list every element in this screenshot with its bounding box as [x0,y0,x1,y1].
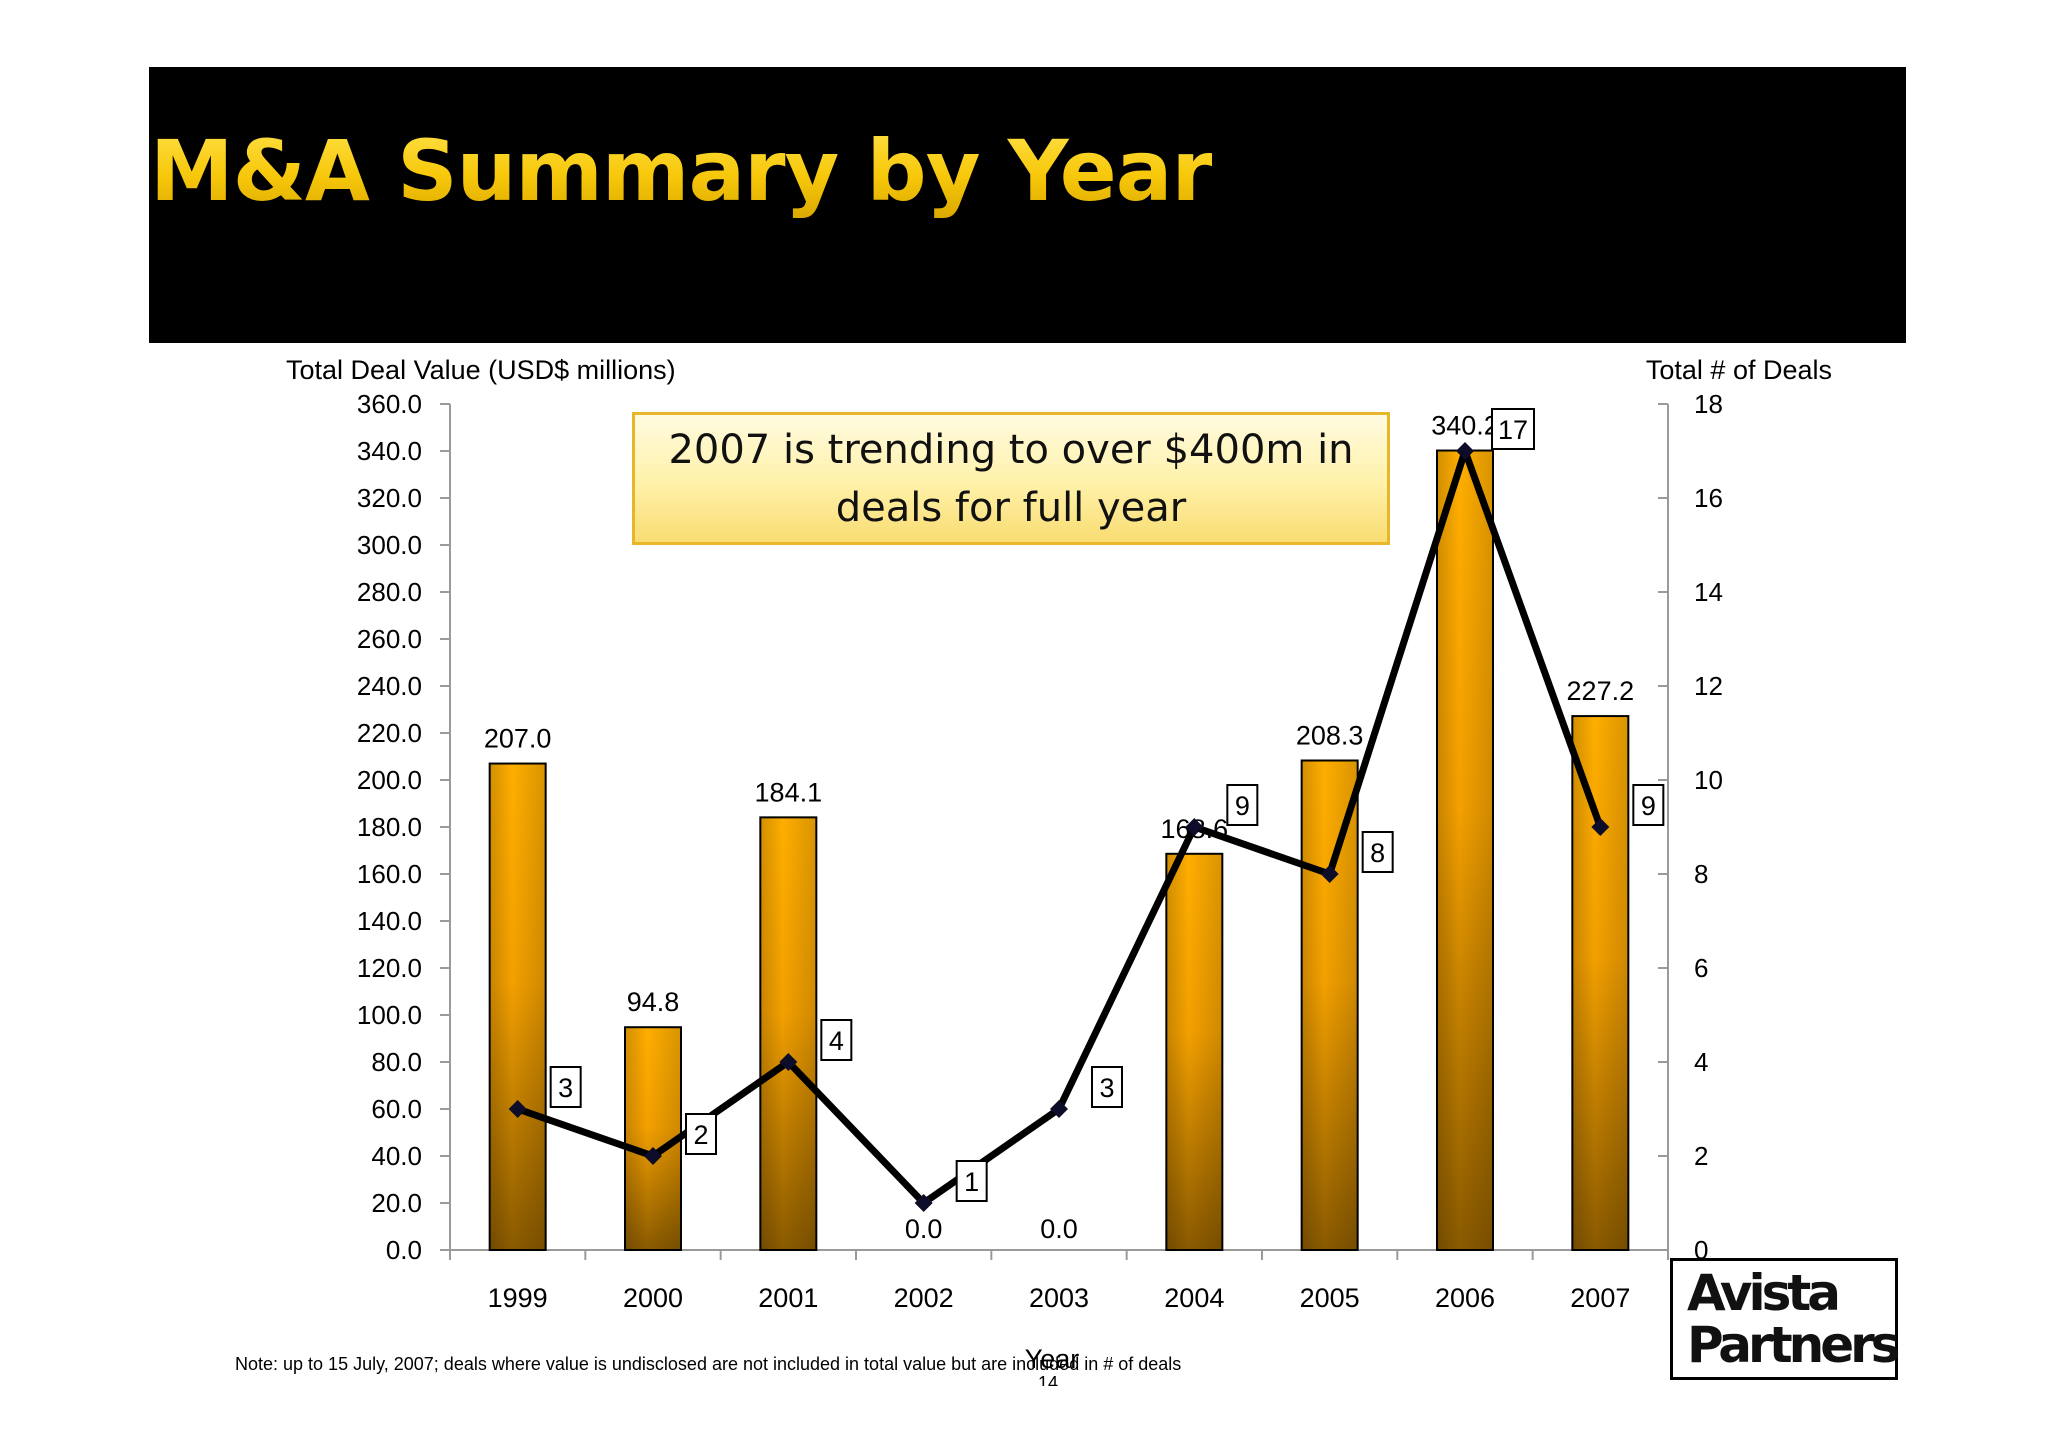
y-left-tick-label: 20.0 [371,1188,422,1218]
y-left-tick-label: 0.0 [386,1235,422,1265]
x-tick-label: 2002 [894,1283,954,1313]
callout-box: 2007 is trending to over $400m in deals … [632,412,1390,545]
y-left-tick-label: 300.0 [357,530,422,560]
x-tick-label: 2004 [1164,1283,1224,1313]
y-left-tick-label: 100.0 [357,1000,422,1030]
deals-label-box [955,1160,988,1202]
avista-partners-logo: Avista Partners [1670,1258,1901,1380]
deals-count-label: 8 [1370,838,1385,868]
y-right-tick-label: 4 [1694,1047,1708,1077]
bar-value-label: 94.8 [627,987,680,1017]
bar-value-label: 184.1 [755,777,823,807]
page-number: 14 [1038,1374,1059,1386]
deals-marker [508,1100,527,1118]
bar-value-label: 0.0 [905,1214,943,1244]
y-left-tick-label: 320.0 [357,483,422,513]
y-right-tick-label: 2 [1694,1141,1708,1171]
deals-label-box [1632,784,1665,826]
bar-shading [760,817,817,1250]
logo-line-1: Avista [1687,1264,1841,1322]
y-left-tick-label: 240.0 [357,671,422,701]
y-left-tick-label: 60.0 [371,1094,422,1124]
title-bar [149,67,1906,343]
deals-marker [914,1194,933,1212]
deals-marker [1050,1100,1068,1118]
bar-value-label: 208.3 [1296,720,1364,750]
deals-count-label: 9 [1641,791,1656,821]
deals-label-box [1491,408,1535,450]
y-left-tick-label: 120.0 [357,953,422,983]
deals-label-box [820,1019,853,1061]
y-left-tick-label: 80.0 [371,1047,422,1077]
bar-value-label: 207.0 [484,724,552,754]
y-left-tick-label: 140.0 [357,906,422,936]
x-tick-label: 2006 [1435,1283,1495,1313]
y-left-tick-label: 360.0 [357,389,422,419]
deals-marker [644,1147,662,1165]
deals-label-box [1361,831,1394,873]
y-right-tick-label: 8 [1694,859,1708,889]
deals-count-label: 3 [1099,1073,1114,1103]
y-left-tick-label: 220.0 [357,718,422,748]
y-left-tick-label: 280.0 [357,577,422,607]
x-tick-label: 2003 [1029,1283,1089,1313]
y-right-tick-label: 10 [1694,765,1723,795]
logo-line-2: Partners [1687,1316,1901,1374]
bar-shading [1301,760,1358,1250]
bar-value-label: 0.0 [1040,1214,1078,1244]
slide-title: M&A Summary by Year [150,122,1213,220]
deals-count-label: 1 [964,1167,979,1197]
y-left-axis-label: Total Deal Value (USD$ millions) [286,355,676,385]
y-right-tick-label: 12 [1694,671,1723,701]
y-left-tick-label: 160.0 [357,859,422,889]
y-right-tick-label: 6 [1694,953,1708,983]
x-tick-label: 2000 [623,1283,683,1313]
x-tick-label: 2005 [1300,1283,1360,1313]
deals-marker [1591,818,1610,836]
y-right-tick-label: 16 [1694,483,1723,513]
bar-value-label: 340.2 [1431,411,1499,441]
deals-marker [1456,442,1474,460]
y-right-tick-label: 0 [1694,1235,1708,1265]
bar-shading [489,763,546,1250]
footnote: Note: up to 15 July, 2007; deals where v… [235,1354,1182,1374]
deals-count-label: 17 [1498,415,1528,445]
deals-count-label: 4 [829,1026,844,1056]
deals-marker [1320,865,1339,883]
deals-marker [779,1053,798,1071]
deals-count-label: 3 [558,1073,573,1103]
x-tick-label: 2007 [1570,1283,1630,1313]
x-tick-label: 2001 [758,1283,818,1313]
deals-count-label: 9 [1235,791,1250,821]
y-left-tick-label: 180.0 [357,812,422,842]
y-left-tick-label: 40.0 [371,1141,422,1171]
deals-count-label: 2 [693,1120,708,1150]
deals-label-box [1091,1066,1123,1108]
x-tick-label: 1999 [488,1283,548,1313]
deals-label-box [685,1113,717,1155]
deals-label-box [549,1066,582,1108]
deals-label-box [1226,784,1259,826]
callout-text: 2007 is trending to over $400m in deals … [668,426,1354,531]
bar-shading [1166,853,1223,1250]
bar-shading [1572,716,1629,1250]
y-right-tick-label: 18 [1694,389,1723,419]
y-right-tick-label: 14 [1694,577,1723,607]
bar-shading [1437,450,1493,1250]
y-left-tick-label: 260.0 [357,624,422,654]
x-axis-label: Year [1025,1344,1080,1374]
y-left-tick-label: 340.0 [357,436,422,466]
y-left-tick-label: 200.0 [357,765,422,795]
deals-marker [1185,818,1204,836]
y-right-axis-label: Total # of Deals [1646,355,1832,385]
bar-shading [625,1027,681,1250]
bar-value-label: 227.2 [1567,676,1635,706]
